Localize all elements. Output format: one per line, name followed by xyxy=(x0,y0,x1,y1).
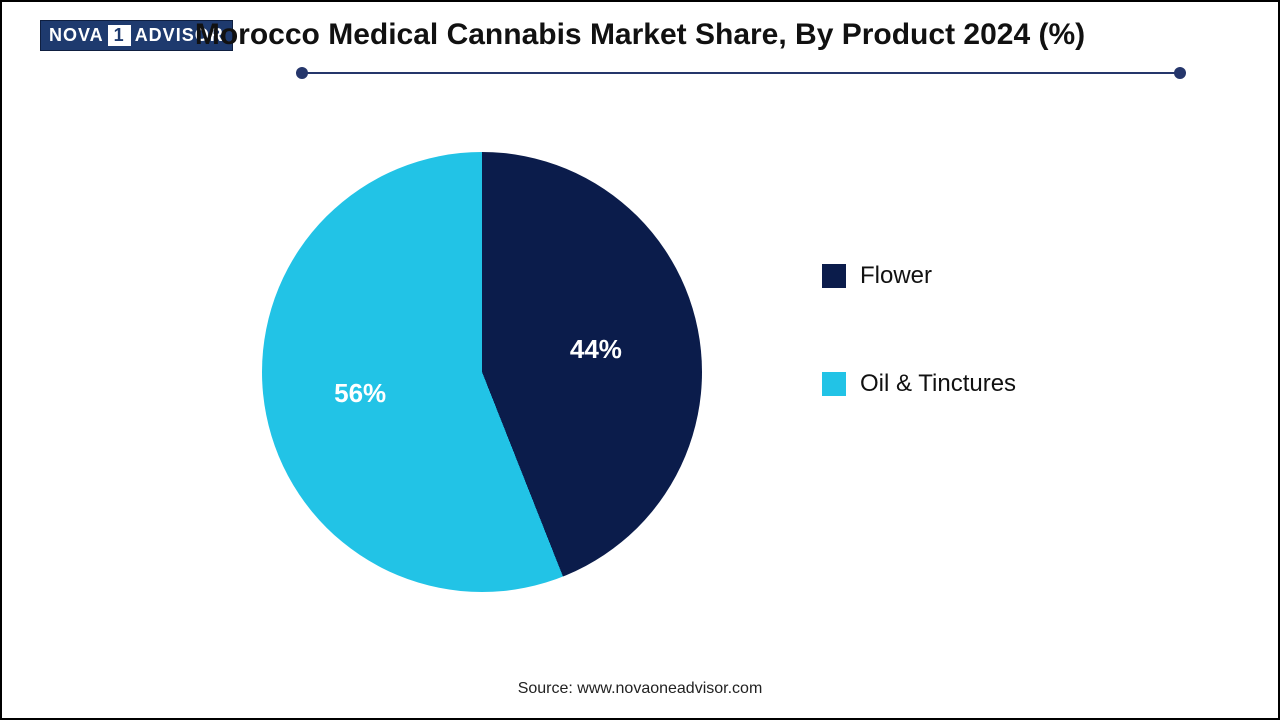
chart-title: Morocco Medical Cannabis Market Share, B… xyxy=(2,18,1278,52)
pie-slice-label-oil: 56% xyxy=(334,378,386,409)
chart-frame: NOVA 1 ADVISOR Morocco Medical Cannabis … xyxy=(0,0,1280,720)
legend-swatch-oil xyxy=(822,372,846,396)
title-divider-dot-left xyxy=(296,67,308,79)
legend-item-oil: Oil & Tinctures xyxy=(822,370,1016,398)
legend: Flower Oil & Tinctures xyxy=(822,262,1016,398)
source-footer: Source: www.novaoneadvisor.com xyxy=(2,680,1278,698)
title-divider-line xyxy=(300,72,1180,74)
legend-item-flower: Flower xyxy=(822,262,1016,290)
title-divider-dot-right xyxy=(1174,67,1186,79)
legend-label-flower: Flower xyxy=(860,262,932,290)
pie-body xyxy=(262,152,702,592)
legend-label-oil: Oil & Tinctures xyxy=(860,370,1016,398)
legend-swatch-flower xyxy=(822,264,846,288)
pie-slice-label-flower: 44% xyxy=(570,334,622,365)
pie-chart: 44% 56% xyxy=(262,152,702,592)
